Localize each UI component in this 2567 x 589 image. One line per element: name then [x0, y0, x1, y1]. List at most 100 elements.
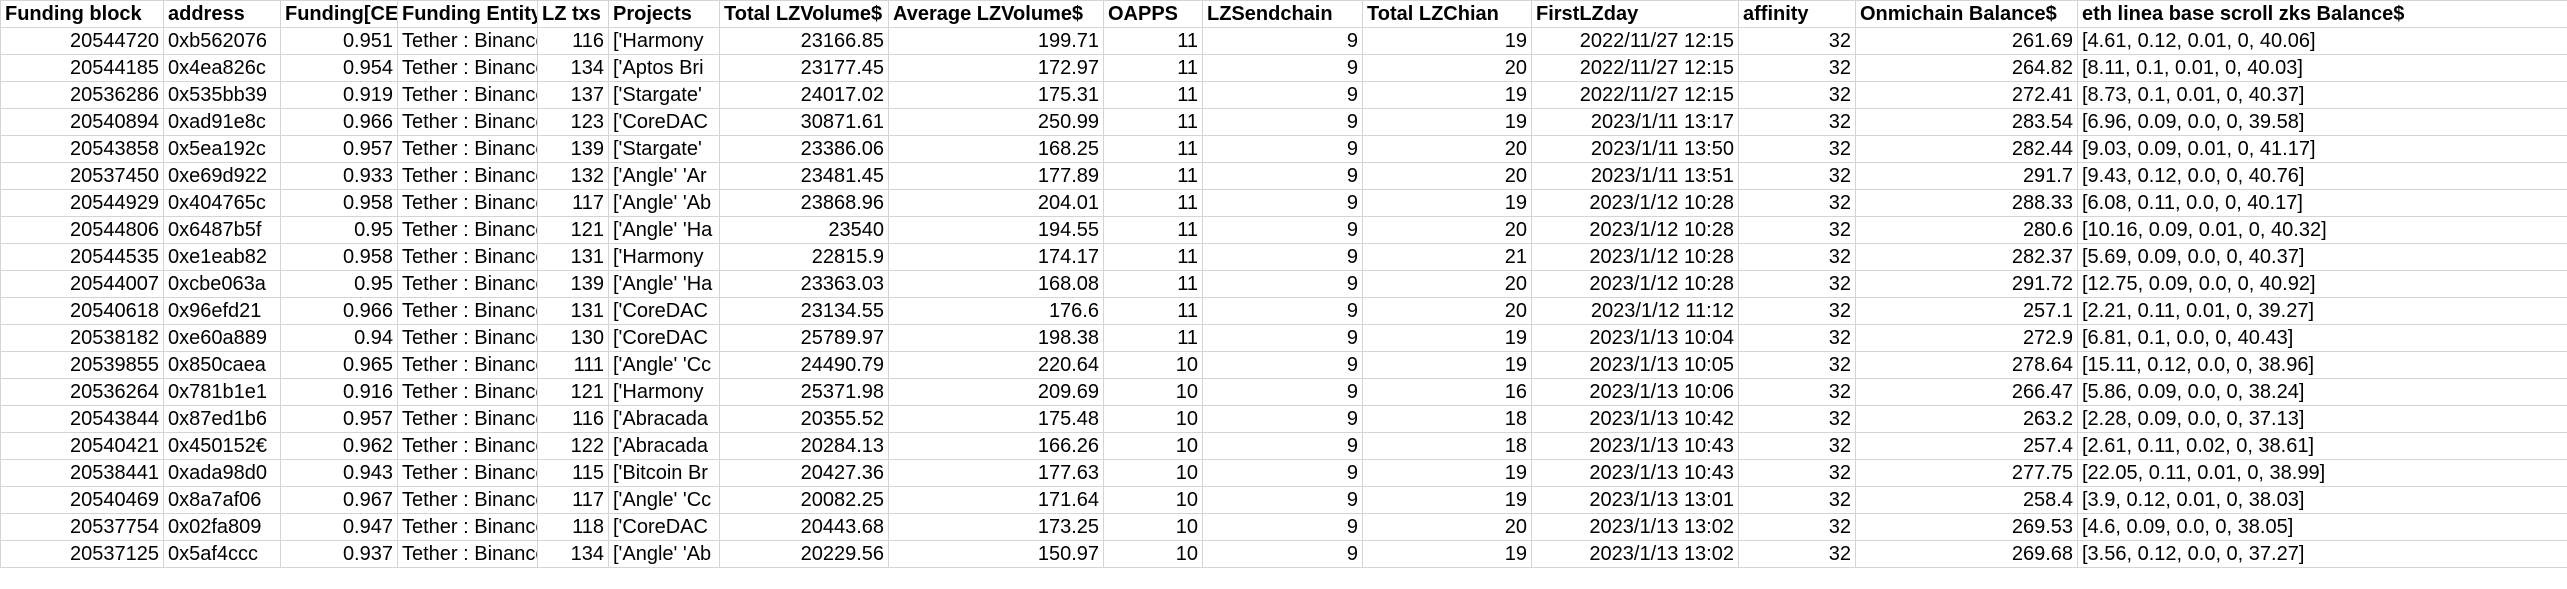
lz-txs-cell[interactable]: 139 [537, 270, 609, 298]
total-lzchian-cell[interactable]: 20 [1362, 162, 1532, 190]
funding-entity-cell[interactable]: Tether : Binance [397, 297, 538, 325]
funding-block-cell[interactable]: 20537450 [0, 162, 164, 190]
lzsendchain-cell[interactable]: 9 [1202, 189, 1363, 217]
projects-header[interactable]: Projects [608, 0, 720, 28]
average-lzvolume-header[interactable]: Average LZVolume$ [888, 0, 1104, 28]
onmichain-balance-cell[interactable]: 283.54 [1855, 108, 2078, 136]
address-cell[interactable]: 0x850caea [163, 351, 281, 379]
funding-block-cell[interactable]: 20540469 [0, 486, 164, 514]
funding-celo-cell[interactable]: 0.958 [280, 243, 398, 271]
affinity-cell[interactable]: 32 [1738, 513, 1856, 541]
funding-block-cell[interactable]: 20539855 [0, 351, 164, 379]
total-lzvolume-cell[interactable]: 20082.25 [719, 486, 889, 514]
total-lzchian-cell[interactable]: 20 [1362, 216, 1532, 244]
affinity-cell[interactable]: 32 [1738, 189, 1856, 217]
average-lzvolume-cell[interactable]: 198.38 [888, 324, 1104, 352]
lz-txs-cell[interactable]: 132 [537, 162, 609, 190]
total-lzvolume-cell[interactable]: 20355.52 [719, 405, 889, 433]
total-lzchian-cell[interactable]: 20 [1362, 297, 1532, 325]
address-cell[interactable]: 0xe60a889 [163, 324, 281, 352]
lz-txs-cell[interactable]: 116 [537, 27, 609, 55]
onmichain-balance-cell[interactable]: 257.4 [1855, 432, 2078, 460]
funding-celo-cell[interactable]: 0.947 [280, 513, 398, 541]
total-lzvolume-cell[interactable]: 20284.13 [719, 432, 889, 460]
funding-celo-cell[interactable]: 0.933 [280, 162, 398, 190]
onmichain-balance-cell[interactable]: 257.1 [1855, 297, 2078, 325]
projects-cell[interactable]: ['CoreDAC [608, 108, 720, 136]
affinity-cell[interactable]: 32 [1738, 378, 1856, 406]
projects-cell[interactable]: ['Harmony [608, 243, 720, 271]
lz-txs-cell[interactable]: 116 [537, 405, 609, 433]
funding-entity-cell[interactable]: Tether : Binance [397, 216, 538, 244]
lz-txs-cell[interactable]: 117 [537, 486, 609, 514]
affinity-cell[interactable]: 32 [1738, 216, 1856, 244]
funding-celo-cell[interactable]: 0.94 [280, 324, 398, 352]
funding-celo-cell[interactable]: 0.957 [280, 405, 398, 433]
funding-celo-cell[interactable]: 0.937 [280, 540, 398, 568]
funding-entity-cell[interactable]: Tether : Binance [397, 135, 538, 163]
average-lzvolume-cell[interactable]: 173.25 [888, 513, 1104, 541]
lz-txs-cell[interactable]: 123 [537, 108, 609, 136]
funding-entity-cell[interactable]: Tether : Binance [397, 243, 538, 271]
firstlzday-cell[interactable]: 2023/1/11 13:50 [1531, 135, 1739, 163]
projects-cell[interactable]: ['Angle' 'Ar [608, 162, 720, 190]
onmichain-balance-cell[interactable]: 263.2 [1855, 405, 2078, 433]
funding-celo-cell[interactable]: 0.962 [280, 432, 398, 460]
projects-cell[interactable]: ['Abracada [608, 432, 720, 460]
lzsendchain-cell[interactable]: 9 [1202, 297, 1363, 325]
firstlzday-cell[interactable]: 2023/1/12 10:28 [1531, 216, 1739, 244]
funding-block-cell[interactable]: 20540421 [0, 432, 164, 460]
projects-cell[interactable]: ['Angle' 'Ha [608, 216, 720, 244]
funding-block-cell[interactable]: 20538182 [0, 324, 164, 352]
address-cell[interactable]: 0xad91e8c [163, 108, 281, 136]
projects-cell[interactable]: ['Angle' 'Ab [608, 189, 720, 217]
funding-entity-cell[interactable]: Tether : Binance [397, 81, 538, 109]
affinity-cell[interactable]: 32 [1738, 351, 1856, 379]
projects-cell[interactable]: ['Angle' 'Cc [608, 351, 720, 379]
funding-celo-cell[interactable]: 0.958 [280, 189, 398, 217]
chain-balance-cell[interactable]: [10.16, 0.09, 0.01, 0, 40.32] [2077, 216, 2567, 244]
total-lzvolume-cell[interactable]: 23481.45 [719, 162, 889, 190]
onmichain-balance-header[interactable]: Onmichain Balance$ [1855, 0, 2078, 28]
funding-entity-cell[interactable]: Tether : Binance [397, 351, 538, 379]
total-lzvolume-cell[interactable]: 20443.68 [719, 513, 889, 541]
address-cell[interactable]: 0x6487b5f [163, 216, 281, 244]
projects-cell[interactable]: ['CoreDAC [608, 513, 720, 541]
projects-cell[interactable]: ['Angle' 'Cc [608, 486, 720, 514]
onmichain-balance-cell[interactable]: 264.82 [1855, 54, 2078, 82]
total-lzchian-cell[interactable]: 19 [1362, 459, 1532, 487]
total-lzvolume-cell[interactable]: 23134.55 [719, 297, 889, 325]
oapps-cell[interactable]: 11 [1103, 81, 1203, 109]
projects-cell[interactable]: ['Abracada [608, 405, 720, 433]
chain-balance-cell[interactable]: [9.43, 0.12, 0.0, 0, 40.76] [2077, 162, 2567, 190]
address-cell[interactable]: 0x781b1e1 [163, 378, 281, 406]
address-header[interactable]: address [163, 0, 281, 28]
address-cell[interactable]: 0xada98d0 [163, 459, 281, 487]
average-lzvolume-cell[interactable]: 175.48 [888, 405, 1104, 433]
total-lzchian-cell[interactable]: 20 [1362, 513, 1532, 541]
total-lzvolume-cell[interactable]: 23540 [719, 216, 889, 244]
address-cell[interactable]: 0x87ed1b6 [163, 405, 281, 433]
address-cell[interactable]: 0x5ea192c [163, 135, 281, 163]
funding-celo-header[interactable]: Funding[CELO] [280, 0, 398, 28]
address-cell[interactable]: 0xe69d922 [163, 162, 281, 190]
average-lzvolume-cell[interactable]: 177.63 [888, 459, 1104, 487]
funding-entity-cell[interactable]: Tether : Binance [397, 486, 538, 514]
funding-entity-cell[interactable]: Tether : Binance [397, 54, 538, 82]
onmichain-balance-cell[interactable]: 261.69 [1855, 27, 2078, 55]
chain-balance-cell[interactable]: [2.61, 0.11, 0.02, 0, 38.61] [2077, 432, 2567, 460]
lzsendchain-cell[interactable]: 9 [1202, 216, 1363, 244]
funding-entity-cell[interactable]: Tether : Binance [397, 459, 538, 487]
average-lzvolume-cell[interactable]: 175.31 [888, 81, 1104, 109]
firstlzday-cell[interactable]: 2023/1/13 10:06 [1531, 378, 1739, 406]
funding-block-cell[interactable]: 20536264 [0, 378, 164, 406]
lz-txs-cell[interactable]: 134 [537, 540, 609, 568]
total-lzvolume-cell[interactable]: 20427.36 [719, 459, 889, 487]
projects-cell[interactable]: ['Stargate' [608, 81, 720, 109]
total-lzchian-cell[interactable]: 19 [1362, 351, 1532, 379]
oapps-cell[interactable]: 10 [1103, 351, 1203, 379]
firstlzday-header[interactable]: FirstLZday [1531, 0, 1739, 28]
lzsendchain-cell[interactable]: 9 [1202, 243, 1363, 271]
chain-balance-cell[interactable]: [8.11, 0.1, 0.01, 0, 40.03] [2077, 54, 2567, 82]
total-lzvolume-header[interactable]: Total LZVolume$ [719, 0, 889, 28]
